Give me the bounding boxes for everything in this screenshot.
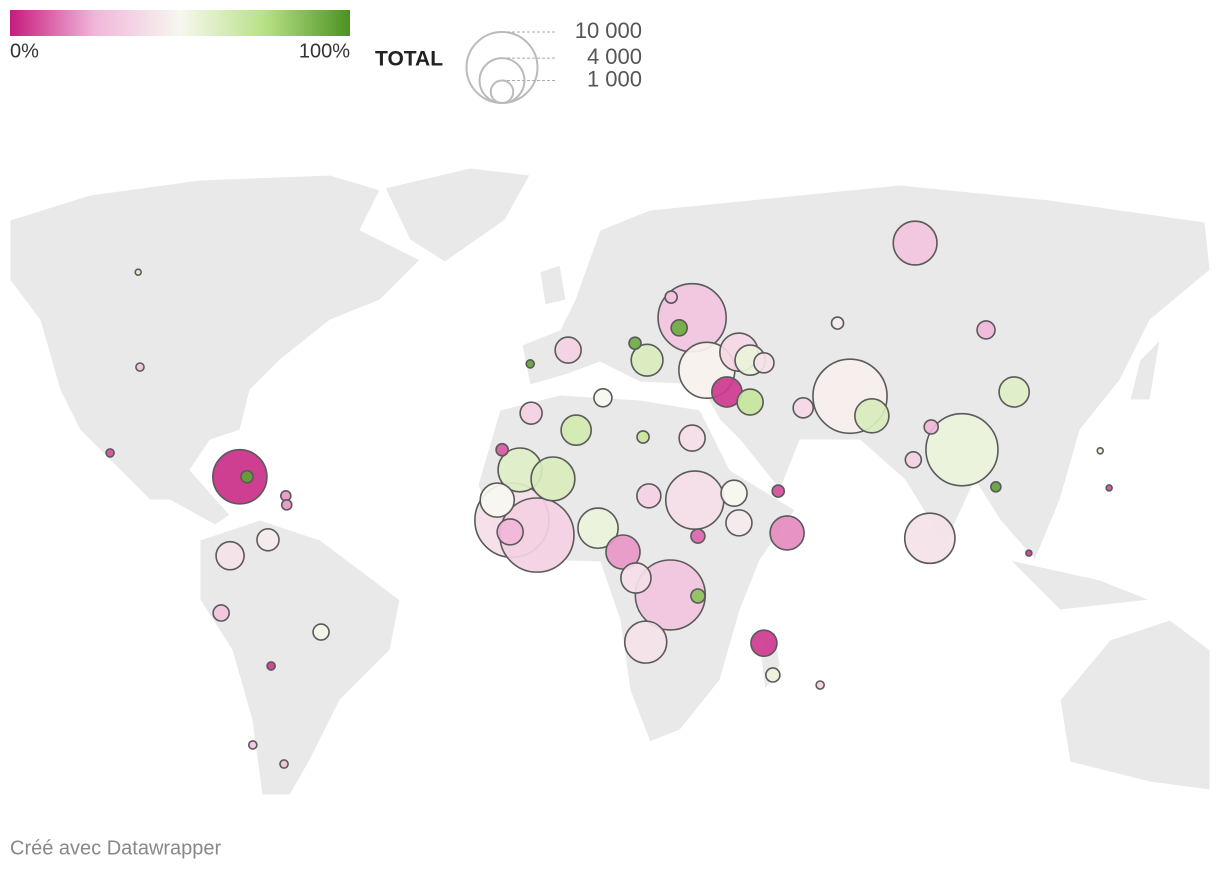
bubble (670, 319, 689, 337)
land (9, 167, 1211, 796)
bubble (998, 376, 1030, 408)
bubble (620, 562, 652, 594)
size-legend-circle (465, 31, 539, 104)
size-legend-label: 4 000 (587, 44, 642, 69)
color-ramp (10, 10, 350, 36)
bubble (923, 419, 939, 435)
bubble (560, 414, 593, 446)
footer: Créé avec Datawrapper (10, 837, 222, 859)
bubble (247, 740, 258, 750)
bubble (312, 623, 330, 641)
bubble (212, 448, 268, 505)
bubble (725, 509, 753, 537)
bubble (976, 320, 996, 340)
color-legend-label: 0% (10, 40, 39, 62)
bubble (280, 499, 293, 511)
color-legend-label: 100% (299, 40, 350, 62)
bubble (904, 450, 923, 469)
bubble (720, 479, 748, 507)
bubble (678, 424, 706, 452)
bubble (279, 759, 289, 769)
bubble (925, 412, 999, 487)
bubble (554, 336, 582, 364)
size-legend-circle (489, 79, 515, 104)
bubbles (105, 220, 1113, 769)
bubble (690, 528, 706, 544)
bubble (892, 220, 938, 266)
bubble (1105, 484, 1113, 492)
bubble (215, 540, 245, 571)
bubble (815, 680, 825, 690)
bubble (530, 456, 576, 502)
size-legend-title: TOTAL (375, 48, 443, 71)
bubble (495, 442, 509, 457)
bubble (630, 343, 664, 377)
bubble (240, 469, 254, 484)
bubble (593, 388, 613, 408)
bubble (736, 388, 764, 416)
bubble (854, 397, 890, 434)
bubble (990, 481, 1002, 493)
bubble (664, 470, 725, 530)
bubble (628, 336, 642, 351)
bubble (792, 397, 815, 419)
bubble (134, 268, 142, 276)
bubble (753, 351, 775, 374)
bubble (771, 484, 786, 498)
bubble (903, 512, 956, 565)
size-legend-label: 10 000 (575, 18, 642, 43)
bubble (496, 518, 524, 546)
bubble (750, 629, 778, 657)
bubble (577, 507, 619, 550)
bubble (212, 604, 230, 622)
bubble (266, 661, 276, 671)
bubble (135, 362, 145, 372)
bubble (519, 401, 543, 425)
size-legend-label: 1 000 (587, 66, 642, 91)
bubble (765, 667, 781, 683)
bubble (256, 528, 280, 552)
bubble (769, 515, 805, 551)
bubble (525, 359, 536, 369)
bubble (830, 316, 845, 330)
bubble (1025, 549, 1033, 557)
bubble (479, 482, 516, 518)
bubble (664, 290, 679, 304)
bubble (1096, 447, 1104, 455)
bubble (105, 448, 115, 458)
bubble (636, 430, 650, 444)
bubble (623, 620, 668, 664)
bubble (690, 588, 706, 604)
bubble (636, 483, 662, 509)
